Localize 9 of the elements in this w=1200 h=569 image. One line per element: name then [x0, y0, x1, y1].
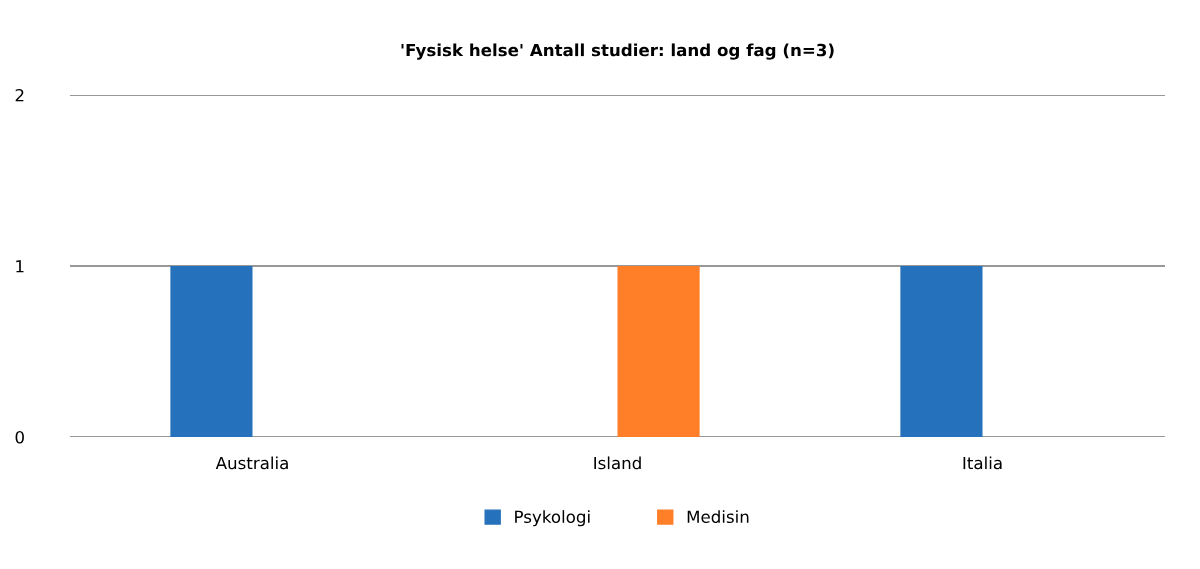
- y-tick-label: 2: [15, 88, 24, 102]
- legend-label: Medisin: [687, 510, 749, 524]
- y-tick-label: 1: [16, 260, 24, 273]
- chart-title: 'Fysisk helse' Antall studier: land og fag (n=3): [401, 43, 834, 60]
- legend-label: Psykologi: [515, 510, 590, 527]
- y-tick-label: 0: [15, 430, 24, 444]
- x-tick-label: Island: [594, 456, 641, 470]
- x-tick-label: Australia: [215, 456, 288, 470]
- x-tick-label: Italia: [963, 456, 1002, 470]
